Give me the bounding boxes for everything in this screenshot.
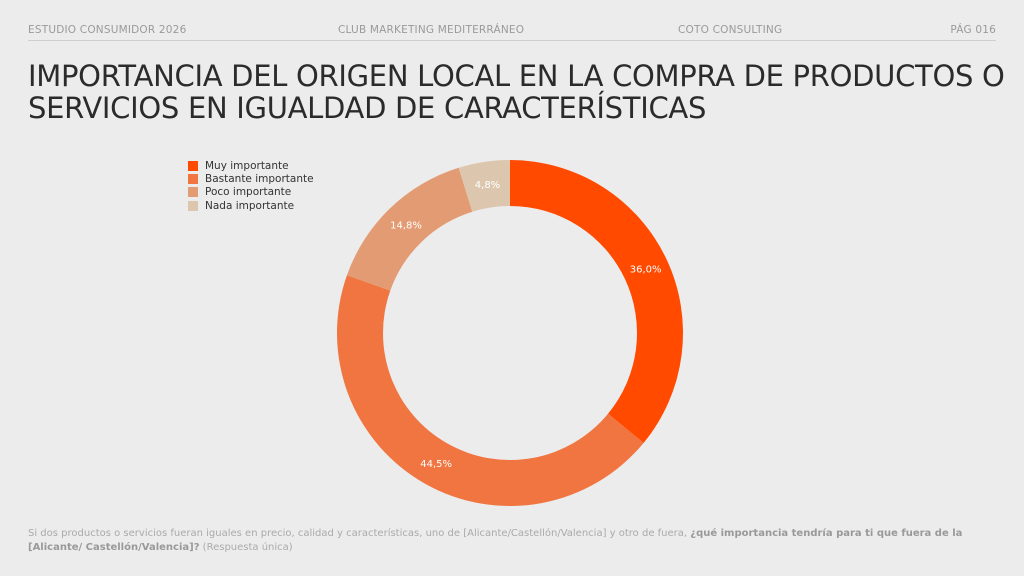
legend-label: Nada importante [205,199,295,212]
chart-legend: Muy importante Bastante importante Poco im… [188,159,314,213]
header-club: CLUB MARKETING MEDITERRÁNEO [338,24,525,36]
donut-slice-3 [458,160,510,212]
footnote-question: ¿qué importancia tendría para ti que fue… [28,528,963,553]
header-consulting: COTO CONSULTING [678,24,783,36]
data-label: 36,0% [630,264,662,275]
legend-swatch [188,174,198,185]
legend-swatch [188,160,198,171]
legend-item: Muy importante [188,159,314,172]
legend-item: Bastante importante [188,172,314,185]
legend-item: Nada importante [188,199,314,212]
header-study: ESTUDIO CONSUMIDOR 2026 [28,24,187,36]
donut-slice-2 [346,167,473,291]
legend-label: Muy importante [205,159,289,172]
legend-item: Poco importante [188,186,314,199]
donut-slice-1 [336,275,644,507]
legend-label: Poco importante [205,186,292,199]
legend-swatch [188,200,198,211]
data-label: 4,8% [475,180,500,191]
header-divider [28,40,996,41]
footnote: Si dos productos o servicios fueran igua… [28,527,1003,555]
legend-label: Bastante importante [205,173,314,186]
page-number: PÁG 016 [950,24,996,36]
data-label: 14,8% [390,220,422,231]
donut-slice-0 [510,160,683,443]
footnote-note: (Respuesta única) [199,542,293,553]
footnote-text: Si dos productos o servicios fueran igua… [28,528,691,539]
page-title: IMPORTANCIA DEL ORIGEN LOCAL EN LA COMPR… [28,59,1005,125]
data-label: 44,5% [420,459,452,470]
legend-swatch [188,187,198,198]
